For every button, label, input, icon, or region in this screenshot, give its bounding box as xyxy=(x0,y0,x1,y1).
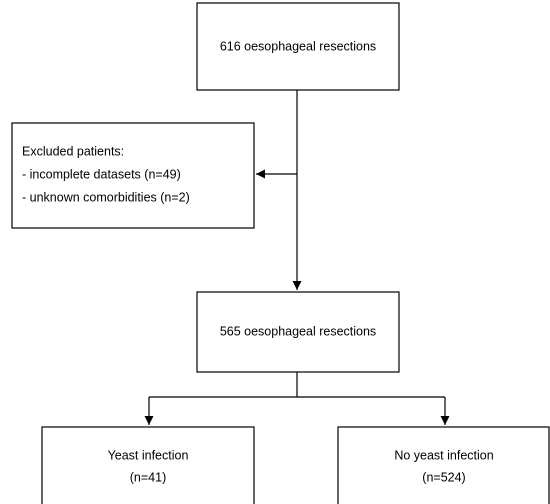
node-label: Yeast infection xyxy=(108,448,189,462)
node-label: (n=41) xyxy=(130,470,166,484)
node-box xyxy=(196,291,400,373)
node-label: 565 oesophageal resections xyxy=(220,324,376,338)
node-label: - unknown comorbidities (n=2) xyxy=(22,190,190,204)
node-label: Excluded patients: xyxy=(22,144,124,158)
node-label: 616 oesophageal resections xyxy=(220,39,376,53)
node-box xyxy=(41,426,255,504)
node-box xyxy=(337,426,550,504)
node-label: - incomplete datasets (n=49) xyxy=(22,167,181,181)
node-label: (n=524) xyxy=(422,470,465,484)
node-label: No yeast infection xyxy=(394,448,493,462)
node-box xyxy=(196,2,400,91)
node-box xyxy=(11,122,255,229)
